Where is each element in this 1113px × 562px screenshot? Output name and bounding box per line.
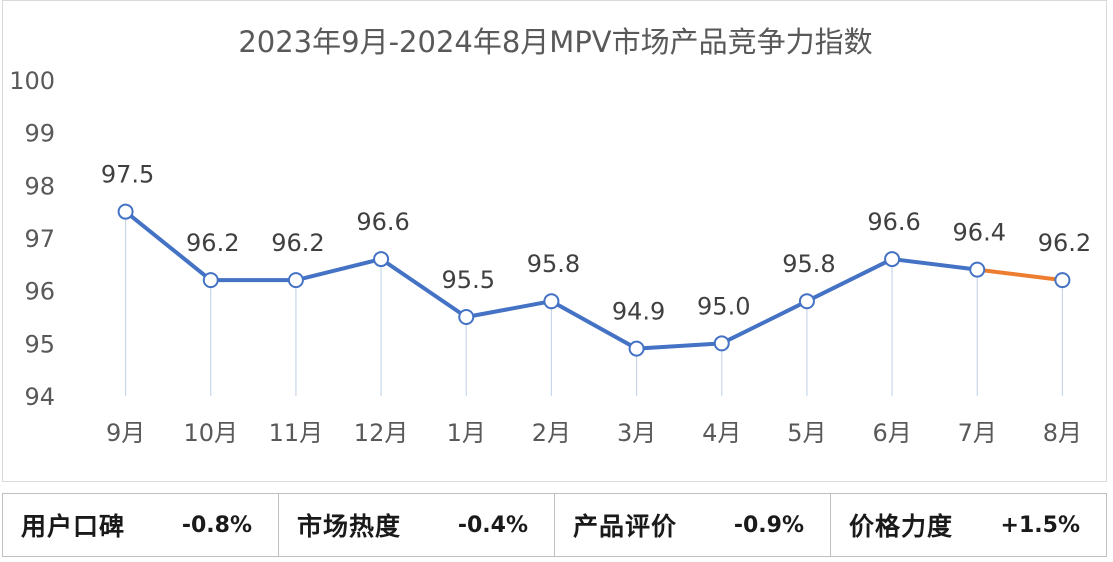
line-segment bbox=[549, 299, 639, 351]
data-label: 96.2 bbox=[186, 229, 239, 257]
metric-value: +1.5% bbox=[1000, 512, 1080, 538]
metric-label: 产品评价 bbox=[573, 512, 678, 541]
data-label: 95.8 bbox=[782, 250, 835, 278]
metric-price-strength: 价格力度 +1.5% bbox=[831, 494, 1106, 556]
data-point bbox=[373, 251, 390, 268]
line-segment bbox=[123, 209, 213, 283]
data-point bbox=[1054, 272, 1071, 289]
data-label: 96.4 bbox=[953, 219, 1006, 247]
x-tick-label: 11月 bbox=[269, 419, 324, 447]
x-tick-label: 3月 bbox=[617, 419, 656, 447]
line-segment bbox=[890, 257, 980, 272]
metric-product-rating: 产品评价 -0.9% bbox=[555, 494, 831, 556]
data-point bbox=[202, 272, 219, 289]
y-tick-label: 98 bbox=[24, 172, 55, 200]
line-segment-highlight bbox=[975, 267, 1065, 283]
y-tick-label: 99 bbox=[24, 120, 55, 148]
data-point bbox=[713, 335, 730, 352]
metric-label: 市场热度 bbox=[297, 512, 402, 541]
data-label: 96.2 bbox=[1038, 229, 1091, 257]
data-point bbox=[117, 203, 134, 220]
data-point bbox=[628, 340, 645, 357]
x-tick-label: 8月 bbox=[1043, 419, 1082, 447]
line-segment bbox=[464, 299, 554, 319]
data-label: 96.2 bbox=[271, 229, 324, 257]
line-chart: 94 95 96 97 98 99 100 9月 10月 11月 12月 1月 2月 3月 4月 5月 6月 7月… bbox=[9, 67, 1091, 447]
x-tick-label: 12月 bbox=[354, 419, 409, 447]
chart-container: 2023年9月-2024年8月MPV市场产品竞争力指数 94 95 96 97 98 99… bbox=[2, 0, 1107, 482]
metric-value: -0.8% bbox=[181, 512, 252, 538]
x-tick-label: 9月 bbox=[106, 419, 145, 447]
line-segment bbox=[719, 299, 809, 346]
data-label: 96.6 bbox=[356, 208, 409, 236]
x-tick-label: 2月 bbox=[532, 419, 571, 447]
data-point bbox=[884, 251, 901, 268]
y-tick-label: 94 bbox=[24, 383, 55, 411]
data-label: 96.6 bbox=[867, 208, 920, 236]
line-segment bbox=[379, 257, 469, 319]
metric-user-reputation: 用户口碑 -0.8% bbox=[3, 494, 279, 556]
line-segment bbox=[804, 257, 895, 304]
data-point bbox=[287, 272, 304, 289]
metric-label: 用户口碑 bbox=[21, 512, 126, 541]
data-point bbox=[543, 293, 560, 310]
data-point bbox=[798, 293, 815, 310]
line-segment bbox=[634, 341, 724, 351]
metric-value: -0.4% bbox=[457, 512, 528, 538]
x-tick-label: 10月 bbox=[183, 419, 238, 447]
x-tick-label: 1月 bbox=[447, 419, 486, 447]
x-tick-label: 4月 bbox=[702, 419, 741, 447]
metric-market-heat: 市场热度 -0.4% bbox=[279, 494, 555, 556]
data-label: 94.9 bbox=[612, 298, 665, 326]
x-tick-label: 6月 bbox=[872, 419, 911, 447]
data-point bbox=[969, 261, 986, 278]
chart-title: 2023年9月-2024年8月MPV市场产品竞争力指数 bbox=[238, 25, 873, 59]
data-label: 95.0 bbox=[697, 292, 750, 320]
metrics-bar: 用户口碑 -0.8% 市场热度 -0.4% 产品评价 -0.9% 价格力度 +1… bbox=[2, 493, 1107, 557]
data-label: 97.5 bbox=[101, 161, 154, 189]
y-tick-label: 95 bbox=[24, 330, 55, 358]
x-tick-label: 5月 bbox=[787, 419, 826, 447]
y-tick-label: 100 bbox=[9, 67, 55, 95]
y-tick-label: 96 bbox=[24, 278, 55, 306]
metric-value: -0.9% bbox=[733, 512, 804, 538]
data-label: 95.8 bbox=[527, 250, 580, 278]
metric-label: 价格力度 bbox=[849, 512, 954, 541]
data-point bbox=[458, 309, 475, 325]
x-tick-label: 7月 bbox=[958, 419, 997, 447]
line-segment bbox=[293, 257, 384, 283]
y-tick-label: 97 bbox=[24, 225, 55, 253]
data-label: 95.5 bbox=[442, 266, 495, 294]
